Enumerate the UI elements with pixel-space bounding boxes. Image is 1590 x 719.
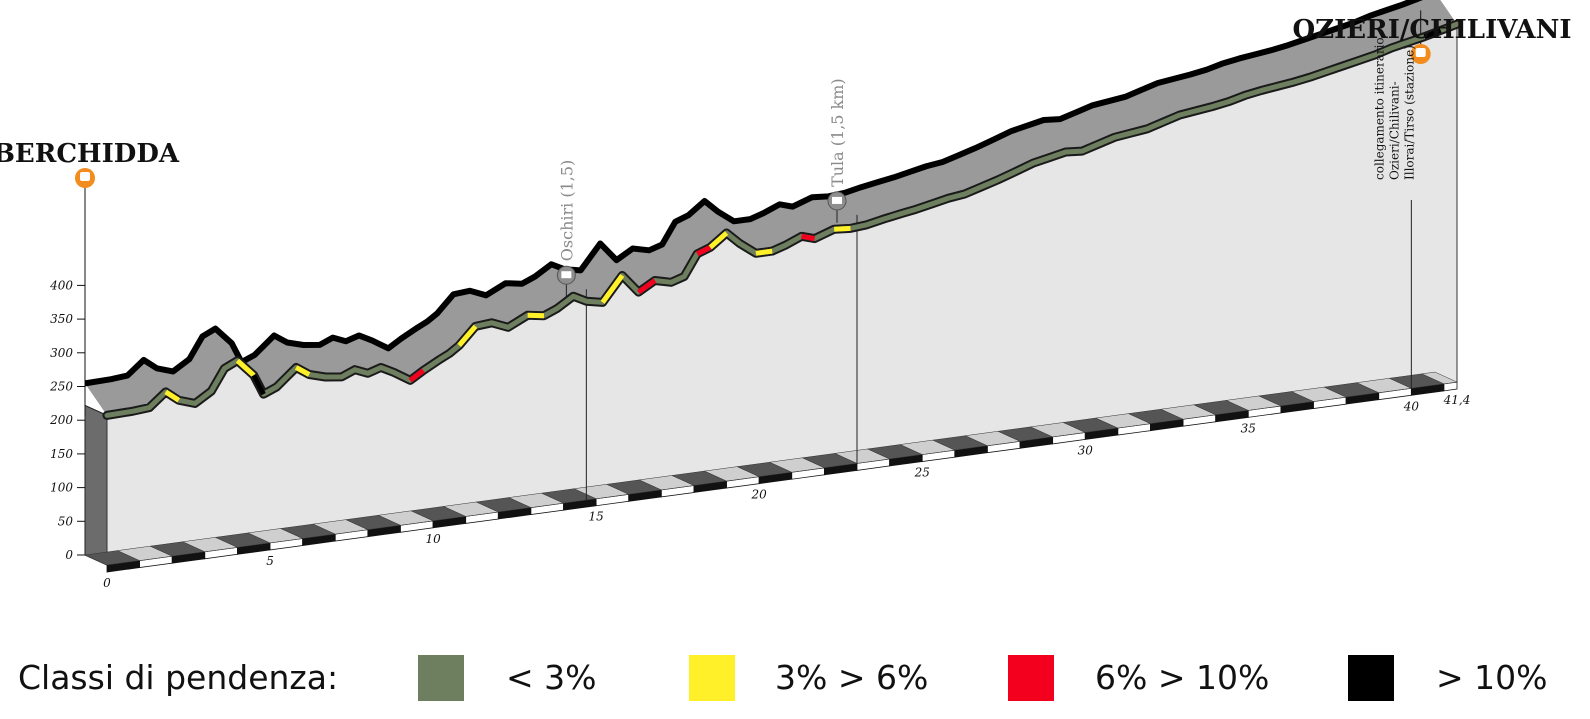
x-axis: 0 5 10 15 20 25 30 35 40 41,4 <box>103 393 1470 590</box>
x-tick-label: 40 <box>1403 399 1420 413</box>
slope-segment <box>1423 28 1442 40</box>
legend-swatch-6-10 <box>1008 655 1054 701</box>
x-tick-label: 30 <box>1078 443 1094 457</box>
y-tick-label: 100 <box>50 481 73 495</box>
y-tick-label: 0 <box>65 548 73 562</box>
slope-segment <box>164 389 181 403</box>
x-tick-label: 20 <box>751 488 768 502</box>
poi-label: Oschiri (1,5) <box>557 160 576 262</box>
slope-segment <box>755 248 773 256</box>
profile-rear-line <box>84 0 1423 387</box>
legend-label-gt10: > 10% <box>1436 658 1548 697</box>
link-label-line: Illorai/Tirso (stazione) <box>1402 45 1416 180</box>
slope-segment <box>834 225 851 232</box>
slope-segment <box>294 365 311 377</box>
x-tick-label: 0 <box>103 576 111 590</box>
x-tick-label: 35 <box>1241 421 1256 435</box>
legend-swatch-gt10 <box>1348 655 1394 701</box>
x-tick-label: 25 <box>914 466 930 480</box>
y-tick-label: 250 <box>49 380 73 394</box>
link-label-line: Ozieri/Chilivani- <box>1387 81 1401 180</box>
x-tick-label: 41,4 <box>1443 393 1471 407</box>
profile-top-band <box>85 0 1457 416</box>
place-labels: BERCHIDDA OZIERI/CHILIVANI Oschiri (1,5) Tu… <box>0 15 1572 285</box>
x-tick-label: 15 <box>588 510 603 524</box>
y-tick-label: 400 <box>49 278 73 292</box>
y-tick-label: 50 <box>58 514 74 528</box>
poi-icon-glyph <box>832 196 842 204</box>
station-icon-glyph <box>1415 48 1426 57</box>
legend-label-3-6: 3% > 6% <box>775 658 929 697</box>
distance-ruler <box>84 371 1458 573</box>
x-tick-label: 5 <box>266 554 274 568</box>
elevation-profile-chart: 0 50 100 150 200 250 300 350 400 0 5 10 15 20 25 30 35 4… <box>0 0 1572 590</box>
y-tick-label: 150 <box>50 447 73 461</box>
slope-segment <box>600 273 625 304</box>
station-icon-glyph <box>80 172 90 181</box>
slope-segment <box>637 278 657 295</box>
legend-label-lt3: < 3% <box>506 658 597 697</box>
slope-segment <box>235 358 256 378</box>
side-wall-face <box>84 404 108 566</box>
y-axis: 0 50 100 150 200 250 300 350 400 <box>49 278 85 562</box>
start-place-label: BERCHIDDA <box>0 139 180 169</box>
poi-icon-glyph <box>561 271 572 279</box>
slope-legend: Classi di pendenza: < 3% 3% > 6% 6% > 10… <box>0 640 1590 719</box>
slope-segment <box>708 231 729 250</box>
legend-label-6-10: 6% > 10% <box>1095 658 1270 697</box>
chart-side-wall <box>84 404 108 566</box>
y-tick-label: 350 <box>50 312 73 326</box>
slope-segment <box>801 233 816 242</box>
marker-leaders <box>84 10 1422 501</box>
legend-swatch-3-6 <box>689 655 735 701</box>
ruler-top-segment <box>1421 371 1458 385</box>
profile-front-face <box>106 23 1458 566</box>
legend-title: Classi di pendenza: <box>18 658 339 697</box>
slope-segment <box>408 368 425 383</box>
slope-segment <box>251 374 266 396</box>
profile-lines <box>84 0 1462 420</box>
poi-label: Tula (1,5 km) <box>828 78 847 187</box>
y-tick-label: 300 <box>50 346 73 360</box>
slope-segment <box>696 245 712 257</box>
x-tick-label: 10 <box>425 532 441 546</box>
legend-swatch-lt3 <box>418 655 464 701</box>
end-place-label: OZIERI/CHILIVANI <box>1293 15 1572 45</box>
link-label-line: collegamento itinerario <box>1372 37 1386 180</box>
slope-segment <box>457 324 478 348</box>
y-tick-label: 200 <box>49 413 73 427</box>
